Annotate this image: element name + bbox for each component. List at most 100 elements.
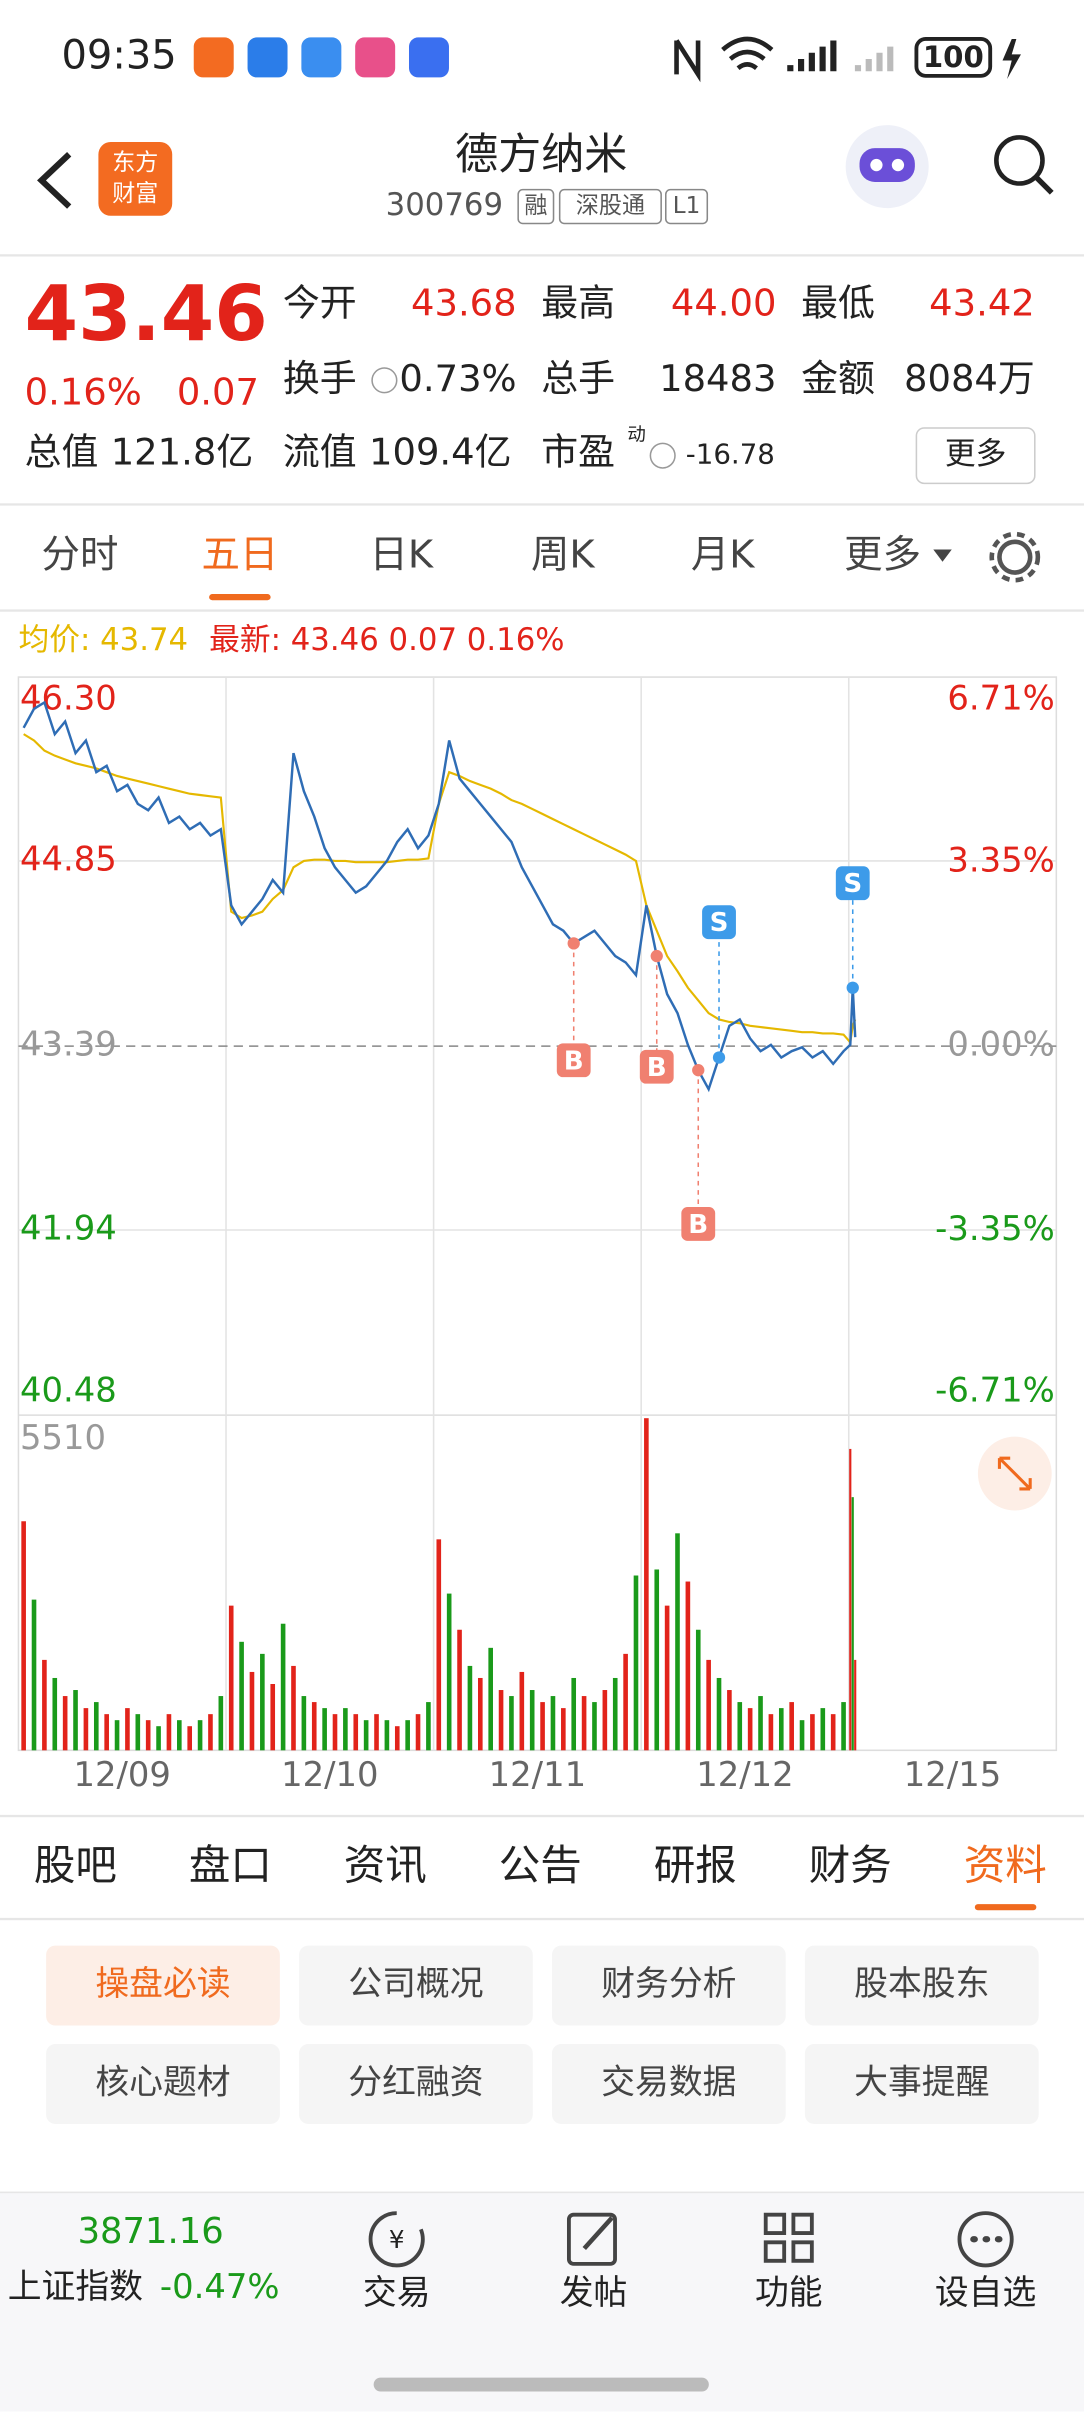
info-icon[interactable] [371, 367, 398, 394]
volume-bar [166, 1714, 172, 1751]
index-value[interactable]: 3871.16 [78, 2211, 224, 2252]
volume-bar [104, 1714, 109, 1751]
volume-bar [21, 1521, 26, 1751]
chart-tab[interactable]: 日K [369, 533, 433, 578]
x-tick-label: 12/09 [74, 1755, 171, 1794]
volume-bar [592, 1702, 597, 1751]
volume-bar [509, 1696, 514, 1751]
volume-bar [114, 1720, 120, 1751]
section-button[interactable] [299, 2043, 533, 2124]
y-tick-label: 40.48 [20, 1371, 117, 1410]
volume-bar [249, 1671, 255, 1751]
nav-item[interactable]: 功能 [755, 2273, 823, 2312]
dropdown-arrow [933, 549, 952, 562]
more-button[interactable] [915, 427, 1036, 485]
volume-bar [467, 1665, 473, 1751]
stat-value: 8084万 [904, 357, 1035, 400]
stat-label: 总值 [25, 431, 99, 474]
volume-bar [187, 1726, 193, 1751]
stat-sup: 动 [627, 425, 645, 446]
volume-bar [322, 1708, 327, 1751]
section-button[interactable] [46, 1945, 280, 2026]
index-name[interactable]: 上证指数 [8, 2267, 143, 2306]
volume-bar [477, 1677, 483, 1751]
index-change[interactable]: -0.47% [160, 2267, 280, 2306]
volume-bar [706, 1659, 711, 1751]
section-button[interactable] [551, 1945, 786, 2026]
plot-frame [17, 676, 1058, 1752]
volume-bar [612, 1677, 618, 1751]
chart-tab[interactable]: 分时 [42, 533, 119, 578]
chart-tab[interactable]: 月K [691, 533, 755, 578]
volume-bar [799, 1720, 805, 1751]
search-button[interactable] [994, 135, 1045, 186]
legend-latest: 最新: 43.46 0.07 0.16% [209, 622, 564, 658]
section-button-text: 操盘必读 [95, 1964, 230, 2003]
nav-item[interactable]: 交易 [363, 2273, 431, 2312]
divider [0, 254, 1084, 257]
chart-tab-active[interactable]: 五日 [201, 533, 278, 578]
info-tab[interactable]: 盘口 [189, 1841, 272, 1890]
section-button[interactable] [804, 2043, 1039, 2124]
legend-avg: 均价: 43.74 [18, 622, 188, 658]
volume-bar [270, 1684, 276, 1751]
volume-bar [854, 1659, 857, 1751]
volume-bar [498, 1690, 504, 1751]
app-icon [193, 37, 234, 78]
nfc-icon [674, 39, 701, 83]
divider [0, 1814, 1084, 1818]
volume-bar [156, 1726, 161, 1751]
info-tab[interactable]: 股吧 [34, 1841, 117, 1890]
status-time: 09:35 [62, 32, 177, 78]
volume-bar [363, 1720, 369, 1751]
settings-button[interactable] [997, 539, 1033, 575]
stat-value: 121.8亿 [111, 431, 254, 474]
section-button[interactable] [551, 2043, 786, 2124]
divider [0, 1917, 1084, 1921]
info-icon[interactable] [649, 442, 676, 469]
volume-bar [374, 1714, 379, 1751]
volume-bar [849, 1448, 852, 1751]
search-handle [1034, 175, 1054, 195]
volume-bar [62, 1696, 68, 1751]
stat-label: 今开 [283, 281, 357, 324]
back-button[interactable] [37, 152, 72, 209]
nav-item[interactable]: 发帖 [560, 2273, 628, 2312]
volume-bar [747, 1708, 753, 1751]
stat-value: 18483 [659, 357, 776, 400]
post-icon [566, 2212, 617, 2266]
volume-bar [727, 1690, 732, 1751]
battery [914, 37, 993, 78]
info-tab[interactable]: 资讯 [344, 1841, 427, 1890]
chart-tab[interactable]: 更多 [844, 533, 921, 578]
section-button[interactable] [299, 1945, 533, 2026]
chart-tab[interactable]: 周K [531, 533, 595, 578]
stat-value: 43.68 [411, 281, 517, 324]
y-tick-label: 43.39 [20, 1025, 117, 1064]
info-tab[interactable]: 研报 [654, 1841, 737, 1890]
trade-marker-text: B [647, 1053, 667, 1083]
avatar-eye [891, 158, 905, 172]
divider [0, 2191, 1084, 2194]
info-tab[interactable]: 资料 [964, 1841, 1047, 1890]
nav-item[interactable]: 设自选 [935, 2273, 1036, 2312]
stock-name: 德方纳米 [455, 130, 627, 180]
signal-icon [854, 46, 894, 72]
volume-bar [301, 1696, 307, 1751]
section-button[interactable] [46, 2043, 280, 2124]
app-icon [355, 37, 396, 78]
trade-marker [702, 905, 736, 940]
y2-tick-label: -6.71% [935, 1371, 1055, 1410]
volume-bar [571, 1677, 577, 1751]
volume-bar [405, 1720, 410, 1751]
info-tab[interactable]: 财务 [809, 1841, 892, 1890]
function-icon [763, 2212, 814, 2263]
trade-marker-text: B [688, 1210, 708, 1240]
section-button[interactable] [804, 1945, 1039, 2026]
change: 0.07 [177, 371, 259, 414]
logo-text: 财富 [112, 181, 158, 207]
wifi-icon [721, 36, 774, 71]
volume-bar [208, 1714, 213, 1751]
x-tick-label: 12/15 [904, 1755, 1001, 1794]
info-tab[interactable]: 公告 [499, 1841, 582, 1890]
